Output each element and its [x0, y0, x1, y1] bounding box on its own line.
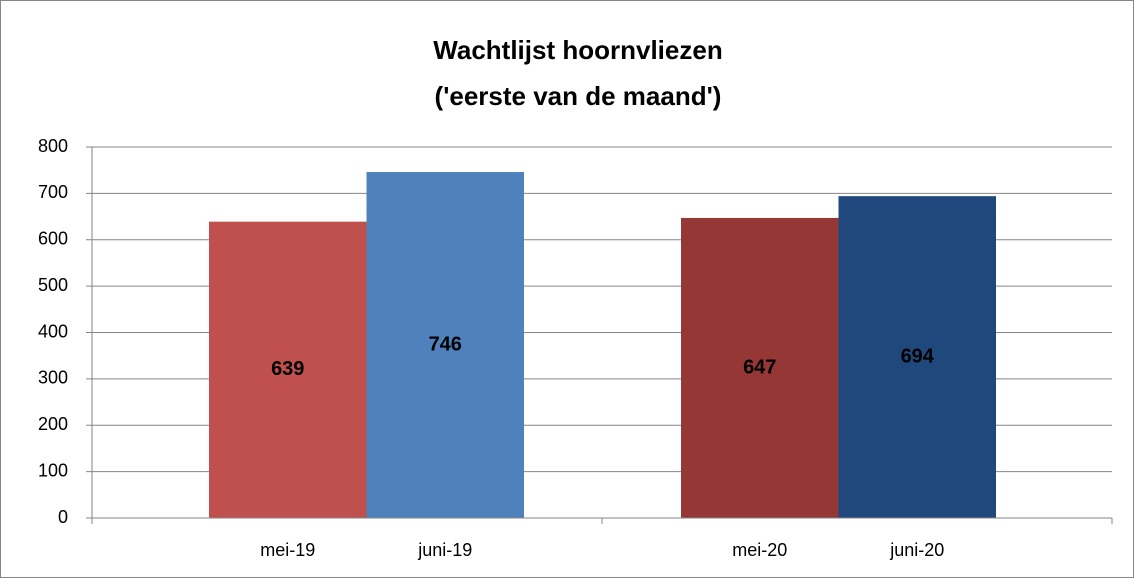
x-tick-label: juni-20: [889, 540, 944, 560]
y-tick-label: 400: [38, 321, 68, 341]
x-tick-label: mei-19: [260, 540, 315, 560]
y-tick-label: 600: [38, 229, 68, 249]
data-label: 746: [429, 333, 462, 355]
y-tick-label: 100: [38, 460, 68, 480]
y-tick-label: 500: [38, 275, 68, 295]
x-tick-label: juni-19: [417, 540, 472, 560]
data-label: 694: [901, 345, 935, 367]
y-tick-label: 0: [58, 507, 68, 527]
y-tick-label: 800: [38, 136, 68, 156]
data-label: 639: [271, 358, 304, 380]
bar: [681, 217, 839, 519]
y-tick-label: 200: [38, 414, 68, 434]
data-label: 647: [743, 356, 776, 378]
chart-title: Wachtlijst hoornvliezen: [433, 35, 722, 65]
y-tick-label: 700: [38, 182, 68, 202]
bar: [838, 196, 996, 518]
bar: [209, 221, 367, 518]
x-tick-label: mei-20: [732, 540, 787, 560]
chart-subtitle: ('eerste van de maand'): [435, 81, 722, 111]
y-tick-label: 300: [38, 368, 68, 388]
bar: [366, 172, 524, 519]
